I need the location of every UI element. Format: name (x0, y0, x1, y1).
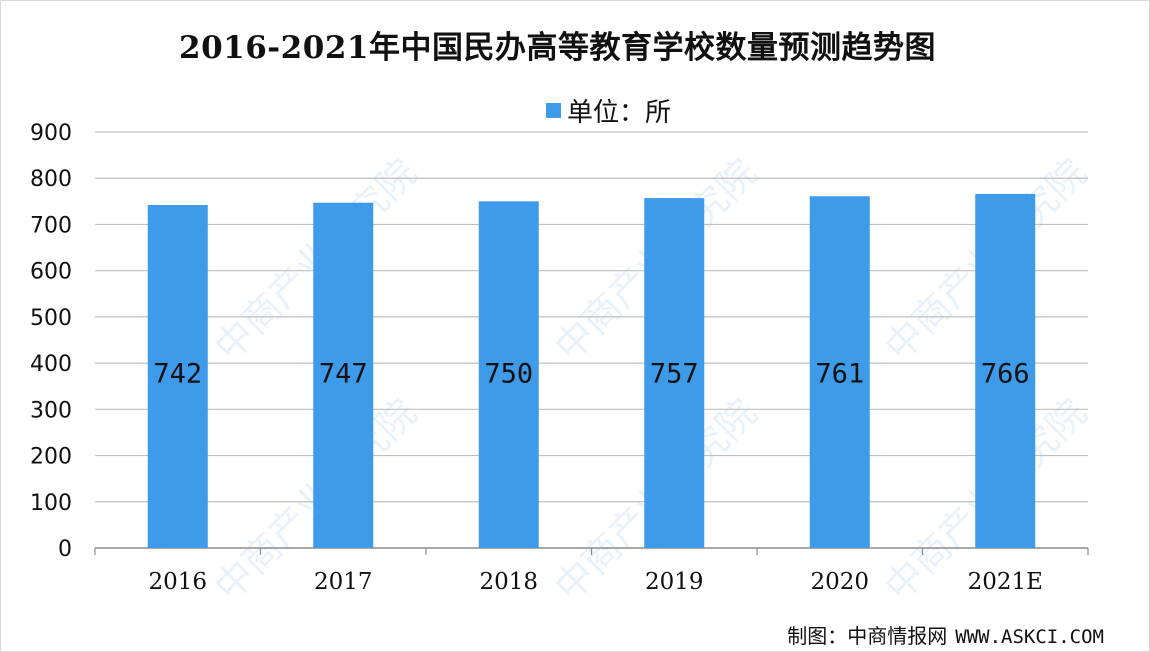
x-tick-label: 2020 (810, 569, 869, 595)
y-tick-label: 500 (30, 306, 72, 331)
y-tick-label: 900 (30, 121, 72, 146)
bar (478, 201, 539, 549)
y-tick-label: 200 (30, 445, 72, 470)
data-label: 766 (981, 358, 1030, 389)
data-label: 761 (815, 358, 864, 389)
y-tick-label: 600 (30, 260, 72, 285)
data-label: 750 (484, 358, 533, 389)
y-tick-label: 800 (30, 167, 72, 192)
bar (313, 202, 374, 548)
bar (809, 196, 870, 548)
data-label: 742 (153, 358, 202, 389)
data-label: 757 (650, 358, 699, 389)
legend-label: 单位：所 (567, 98, 672, 128)
x-tick-label: 2017 (314, 569, 373, 595)
y-tick-label: 100 (30, 491, 72, 516)
chart-title: 2016-2021年中国民办高等教育学校数量预测趋势图 (179, 30, 936, 66)
credit: 制图：中商情报网 WWW.ASKCI.COM (787, 620, 1104, 649)
bar (147, 205, 208, 548)
x-tick-label: 2019 (645, 569, 704, 595)
y-tick-label: 700 (30, 213, 72, 238)
legend: 单位：所 (546, 92, 671, 129)
x-tick-label: 2021E (968, 569, 1043, 595)
legend-swatch (546, 103, 561, 118)
y-tick-label: 400 (30, 352, 72, 377)
y-tick-label: 0 (58, 537, 72, 562)
x-tick-label: 2016 (148, 569, 207, 595)
credit-label: 制图：中商情报网 (787, 624, 948, 648)
y-tick-label: 300 (30, 398, 72, 423)
x-tick-label: 2018 (479, 569, 538, 595)
data-label: 747 (319, 358, 368, 389)
bar (644, 198, 705, 548)
bar (975, 193, 1036, 548)
credit-site: WWW.ASKCI.COM (955, 626, 1104, 648)
